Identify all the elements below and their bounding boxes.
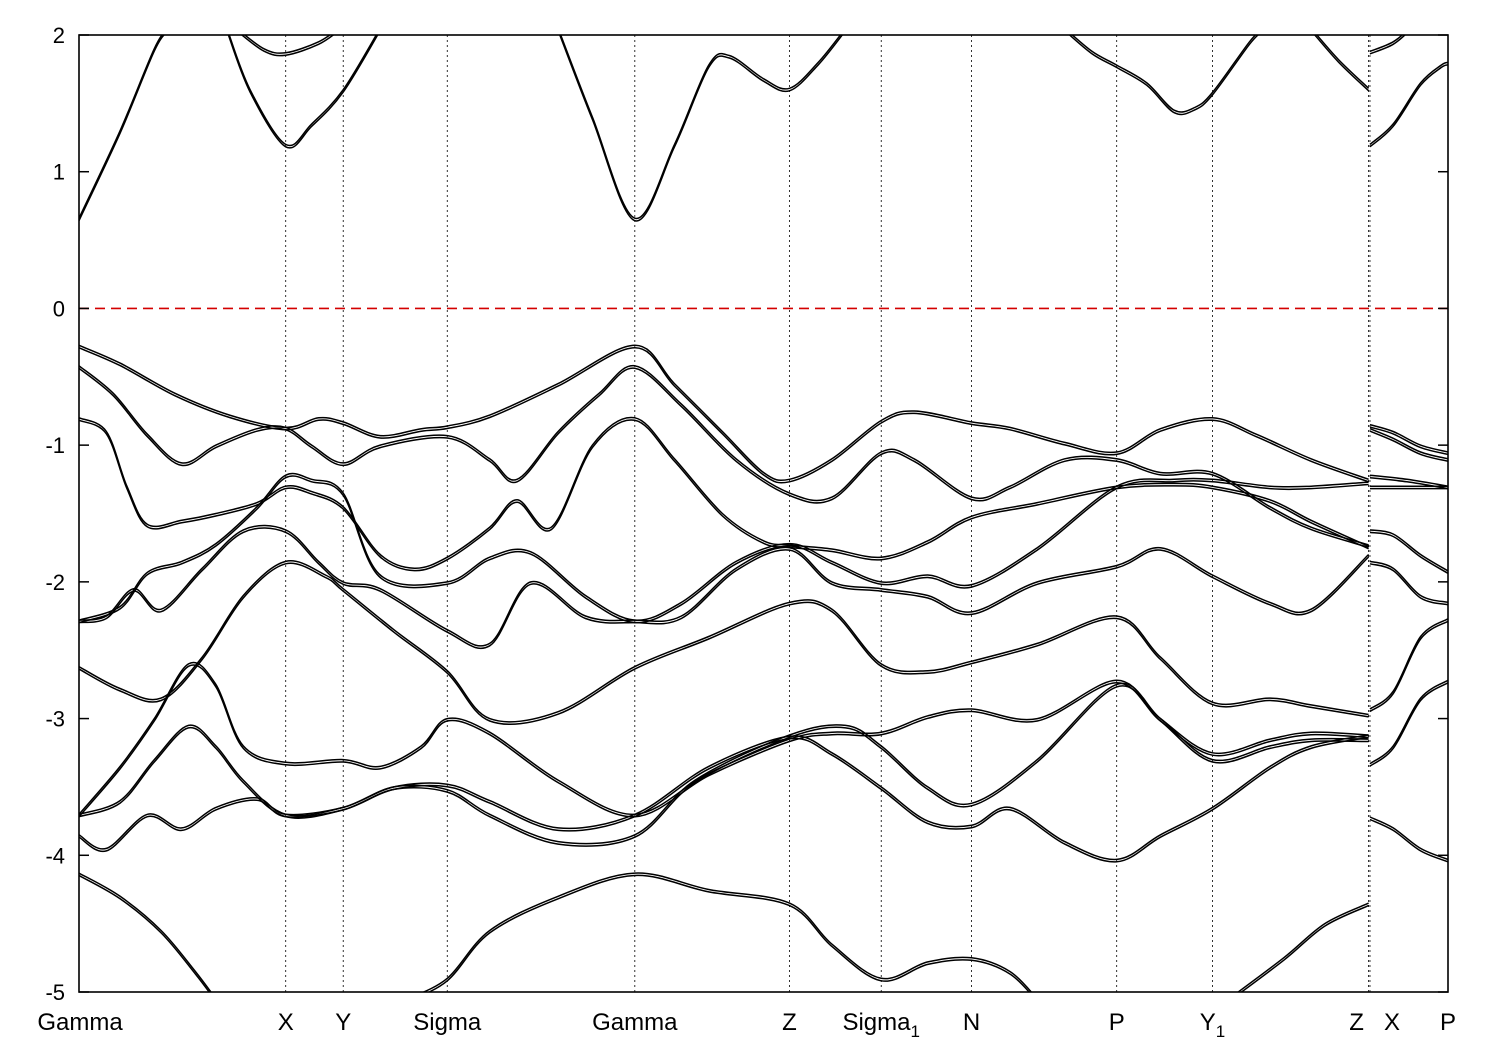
- band-line-partner-6: [1369, 35, 1407, 55]
- band-line-partner-16: [79, 736, 1369, 863]
- xtick-label-10: Z: [1349, 1009, 1364, 1036]
- xtick-label-4: Gamma: [592, 1009, 678, 1036]
- xtick-label-0: Gamma: [37, 1009, 123, 1036]
- band-line-partner-17: [79, 874, 211, 992]
- band-line-partner-15: [79, 685, 1369, 847]
- band-line-21: [1369, 428, 1448, 460]
- band-line-22: [1369, 474, 1448, 487]
- band-line-13: [79, 560, 1369, 723]
- band-line-28: [1369, 816, 1448, 861]
- band-line-partner-24: [1369, 531, 1448, 575]
- xtick-label-11: X: [1384, 1009, 1400, 1036]
- band-line-16: [79, 734, 1369, 861]
- band-line-partner-0: [79, 35, 165, 222]
- band-line-7: [1369, 61, 1448, 145]
- band-line-partner-22: [1369, 476, 1448, 490]
- band-line-6: [1369, 35, 1404, 53]
- band-line-partner-14: [79, 664, 1369, 818]
- band-line-partner-11: [79, 475, 1369, 624]
- ytick-label-0: 2: [53, 23, 65, 48]
- xtick-label-8: P: [1109, 1009, 1125, 1036]
- band-line-partner-26: [1369, 620, 1448, 713]
- axis-ticks: [79, 34, 1448, 993]
- band-line-partner-21: [1369, 430, 1448, 463]
- band-lines: [79, 35, 1448, 992]
- band-line-partner-2: [240, 35, 335, 57]
- band-line-partner-8: [79, 347, 1369, 484]
- band-line-25: [1369, 560, 1448, 604]
- xtick-label-sub-9: 1: [1216, 1022, 1225, 1041]
- band-line-partner-18: [427, 874, 1031, 992]
- xtick-label-1: X: [278, 1009, 294, 1036]
- ytick-label-1: 1: [53, 160, 65, 185]
- xtick-label-3: Sigma: [413, 1009, 482, 1036]
- band-line-partner-4: [1068, 35, 1259, 116]
- xtick-label-5: Z: [782, 1009, 797, 1036]
- band-line-18: [421, 872, 1033, 992]
- x-tick-labels: Gamma X Y Sigma Gamma Z Sigma1 N P Y1 Z X P: [37, 1009, 1456, 1041]
- band-line-24: [1369, 529, 1448, 572]
- plot-frame: [78, 34, 1449, 993]
- y-tick-labels: 2 1 0 -1 -2 -3 -4 -5: [45, 23, 65, 1005]
- band-line-partner-27: [1369, 682, 1448, 767]
- ytick-label-2: 0: [53, 296, 65, 321]
- band-line-15: [79, 682, 1369, 845]
- ytick-label-5: -3: [45, 707, 65, 732]
- ytick-label-3: -1: [45, 433, 65, 458]
- band-line-4: [1071, 35, 1257, 113]
- band-line-0: [79, 35, 163, 219]
- band-line-partner-7: [1369, 64, 1448, 148]
- xtick-label-6: Sigma1: [842, 1009, 920, 1041]
- band-line-partner-20: [1369, 426, 1448, 456]
- band-line-20: [1369, 423, 1448, 453]
- band-line-partner-28: [1369, 818, 1448, 863]
- xtick-label-9: Y1: [1200, 1009, 1225, 1041]
- band-line-1: [228, 35, 378, 147]
- kpoint-gridlines: [285, 35, 1371, 992]
- band-line-27: [1369, 679, 1448, 765]
- band-line-9: [79, 365, 1369, 546]
- band-line-partner-1: [227, 35, 379, 149]
- band-line-5: [1315, 35, 1370, 89]
- band-line-partner-3: [558, 35, 844, 222]
- xtick-label-sub-6: 1: [911, 1022, 920, 1041]
- band-line-2: [243, 35, 332, 54]
- band-line-3: [559, 35, 842, 219]
- band-line-partner-9: [79, 367, 1369, 549]
- band-line-partner-19: [1240, 904, 1369, 992]
- ytick-label-7: -5: [45, 980, 65, 1005]
- band-line-partner-10: [79, 419, 1369, 572]
- band-line-partner-12: [79, 527, 1370, 650]
- xtick-label-7: N: [963, 1009, 980, 1036]
- band-line-17: [79, 872, 212, 992]
- band-line-partner-13: [79, 562, 1369, 725]
- band-line-26: [1369, 618, 1448, 710]
- xtick-label-12: P: [1440, 1009, 1456, 1036]
- band-line-8: [79, 344, 1369, 482]
- band-line-19: [1236, 902, 1369, 992]
- band-line-10: [79, 416, 1369, 569]
- band-line-partner-25: [1369, 563, 1448, 606]
- band-line-partner-5: [1313, 35, 1370, 92]
- band-line-14: [79, 661, 1369, 816]
- band-line-12: [79, 524, 1370, 647]
- ytick-label-6: -4: [45, 843, 65, 868]
- xtick-label-2: Y: [335, 1009, 351, 1036]
- ytick-label-4: -2: [45, 570, 65, 595]
